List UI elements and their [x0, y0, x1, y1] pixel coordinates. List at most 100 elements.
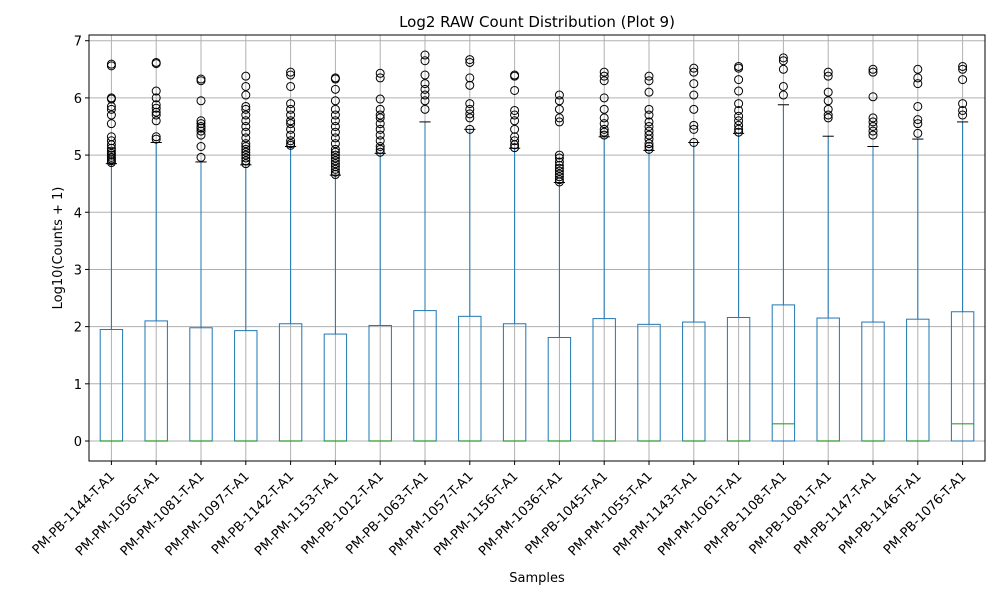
box-PM-PM-1061-T-A1 [726, 61, 751, 442]
outlier-point [106, 59, 116, 69]
outlier-point [151, 110, 161, 120]
outlier-point [330, 96, 340, 106]
outlier-point [868, 126, 878, 136]
outlier-point [330, 84, 340, 94]
box-PM-PB-1081-T-A1 [816, 67, 840, 442]
boxes [99, 50, 975, 442]
outlier-point [823, 67, 833, 77]
box-PM-PM-1156-T-A1 [502, 70, 527, 442]
box-iqr [771, 304, 796, 442]
outlier-point [510, 143, 520, 153]
outlier-point [868, 67, 878, 77]
box-PM-PM-1056-T-A1 [144, 57, 168, 442]
outlier-point [465, 80, 475, 90]
outlier-point [151, 107, 161, 117]
outlier-point [375, 110, 385, 120]
outlier-point [106, 110, 116, 120]
outlier-point [375, 142, 385, 152]
outlier-point [420, 79, 430, 89]
outlier-point [958, 61, 968, 71]
outlier-point [913, 64, 923, 74]
outlier-point [778, 90, 788, 100]
y-tick-label: 7 [74, 35, 82, 50]
outlier-point [644, 126, 654, 136]
outlier-point [554, 160, 564, 170]
outlier-point [151, 116, 161, 126]
outlier-point [375, 147, 385, 157]
outlier-point [241, 150, 251, 160]
outlier-point [375, 144, 385, 154]
outlier-point [823, 87, 833, 97]
outlier-point [734, 120, 744, 130]
outlier-point [734, 105, 744, 115]
outlier-point [554, 150, 564, 160]
outlier-point [420, 70, 430, 80]
outlier-point [375, 68, 385, 78]
outlier-point [734, 127, 744, 137]
outlier-point [868, 113, 878, 123]
outlier-point [465, 104, 475, 114]
outlier-point [106, 143, 116, 153]
outlier-point [330, 104, 340, 114]
outlier-point [913, 128, 923, 138]
outlier-point [286, 136, 296, 146]
outlier-point [106, 152, 116, 162]
outlier-point [375, 73, 385, 83]
outlier-point [554, 117, 564, 127]
outlier-point [286, 67, 296, 77]
outlier-point [330, 139, 340, 149]
outlier-point [689, 120, 699, 130]
outlier-point [196, 96, 206, 106]
box-PM-PM-1081-T-A1 [189, 74, 213, 442]
outlier-point [644, 117, 654, 127]
outlier-point [330, 144, 340, 154]
outlier-point [241, 90, 251, 100]
outlier-point [958, 75, 968, 85]
outlier-point [599, 124, 609, 134]
outlier-point [196, 119, 206, 129]
outlier-point [734, 86, 744, 96]
box-PM-PM-1143-T-A1 [682, 63, 706, 442]
box-PM-PB-1144-T-A1 [99, 59, 124, 442]
y-tick-label: 2 [74, 321, 82, 336]
outlier-point [689, 138, 699, 148]
outlier-point [554, 153, 564, 163]
outlier-point [554, 163, 564, 173]
outlier-point [734, 75, 744, 85]
box-PM-PM-1036-T-A1 [547, 90, 572, 442]
outlier-point [241, 133, 251, 143]
outlier-point [554, 166, 564, 176]
outlier-point [913, 73, 923, 83]
outlier-point [151, 100, 161, 110]
outlier-point [465, 57, 475, 67]
outlier-point [868, 121, 878, 131]
outlier-point [510, 132, 520, 142]
outlier-point [465, 55, 475, 65]
box-PM-PM-1055-T-A1 [637, 71, 661, 442]
outlier-point [330, 156, 340, 166]
outlier-point [375, 124, 385, 134]
outlier-point [151, 103, 161, 113]
outlier-point [958, 110, 968, 120]
outlier-point [644, 139, 654, 149]
outlier-point [106, 132, 116, 142]
chart-title: Log2 RAW Count Distribution (Plot 9) [399, 13, 675, 31]
box-iqr [950, 311, 975, 442]
outlier-point [644, 71, 654, 81]
outlier-point [913, 79, 923, 89]
outlier-point [599, 104, 609, 114]
outlier-point [330, 116, 340, 126]
outlier-point [241, 144, 251, 154]
outlier-point [554, 157, 564, 167]
outlier-point [286, 81, 296, 91]
outlier-point [241, 121, 251, 131]
outlier-point [241, 81, 251, 91]
y-tick-label: 1 [74, 378, 82, 393]
outlier-point [599, 127, 609, 137]
outlier-point [689, 104, 699, 114]
outlier-point [286, 99, 296, 109]
outlier-point [599, 113, 609, 123]
outlier-point [196, 74, 206, 84]
outlier-point [330, 73, 340, 83]
outlier-point [510, 105, 520, 115]
